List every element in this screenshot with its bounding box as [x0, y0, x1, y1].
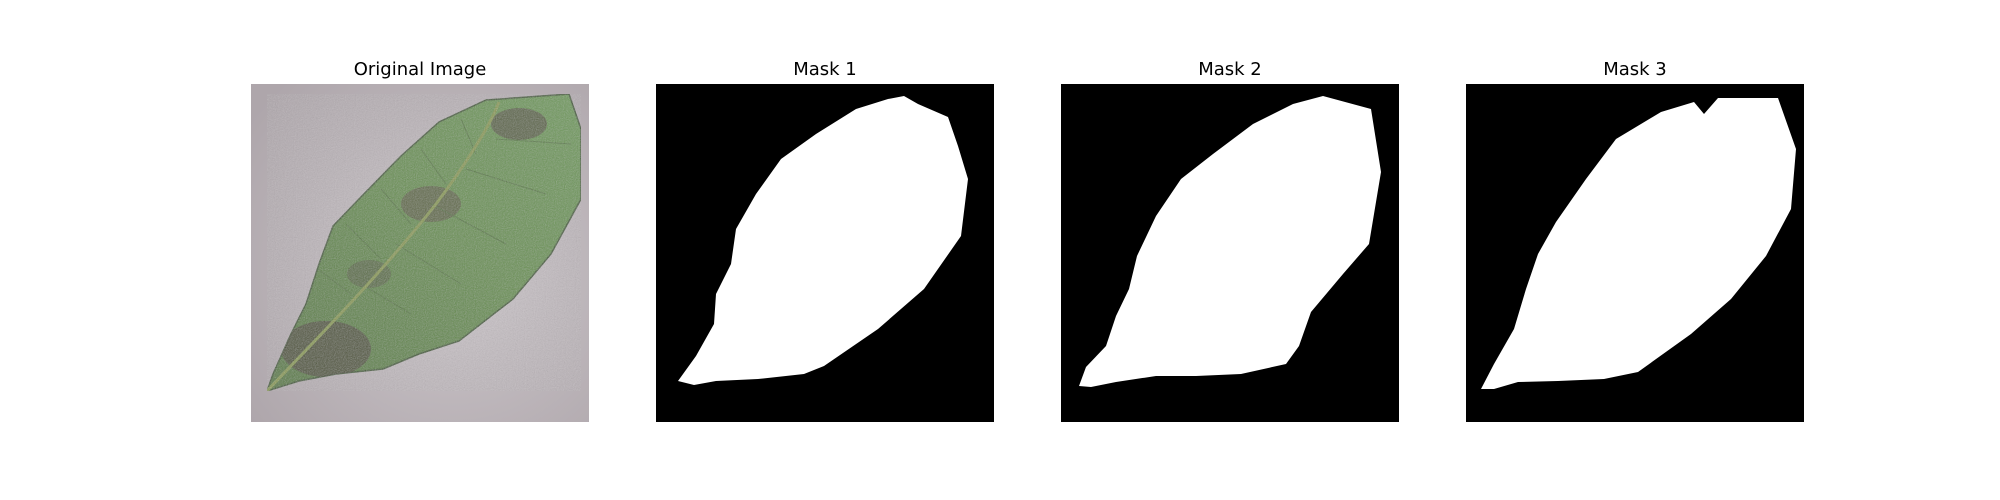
mask-region	[1079, 96, 1381, 387]
leaf-mask	[656, 84, 994, 422]
mask-frame	[1061, 84, 1399, 422]
panel-original: Original Image	[251, 0, 589, 500]
leaf-veins	[310, 118, 572, 315]
mask-region	[1481, 98, 1796, 389]
panel-title: Mask 2	[1198, 59, 1262, 80]
panel-title: Original Image	[353, 59, 487, 80]
panel-mask-2: Mask 2	[1061, 0, 1399, 500]
blight-spot	[491, 108, 547, 140]
leaf-midrib	[265, 101, 501, 393]
panel-title: Mask 1	[793, 59, 857, 80]
leaf	[265, 93, 582, 393]
panel-mask-3: Mask 3	[1466, 0, 1804, 500]
leaf-blade	[265, 93, 582, 393]
leaf-mask	[1466, 84, 1804, 422]
original-image-frame	[251, 84, 589, 422]
leaf-mask	[1061, 84, 1399, 422]
mask-frame	[656, 84, 994, 422]
mask-frame	[1466, 84, 1804, 422]
panel-mask-1: Mask 1	[656, 0, 994, 500]
blight-spot	[281, 321, 371, 377]
leaf-photo	[251, 84, 589, 422]
panel-title: Mask 3	[1603, 59, 1667, 80]
mask-region	[678, 96, 968, 385]
blight-spot	[347, 260, 391, 288]
